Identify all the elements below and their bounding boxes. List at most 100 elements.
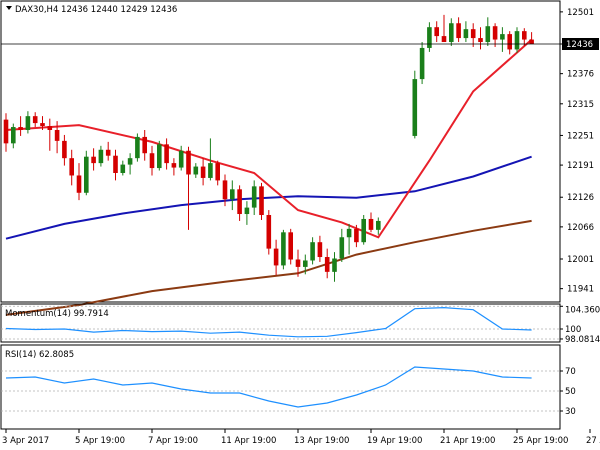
candle-body bbox=[69, 158, 74, 176]
candle bbox=[120, 160, 126, 176]
candle-body bbox=[208, 163, 213, 178]
candle bbox=[157, 140, 162, 171]
momentum-ytick-label: 104.3609 bbox=[565, 305, 600, 315]
candle bbox=[324, 248, 330, 279]
x-tick-label: 27 Apr 19:00 bbox=[586, 436, 600, 446]
candle bbox=[295, 249, 301, 277]
candle bbox=[427, 22, 432, 52]
candle bbox=[449, 18, 454, 46]
x-axis: 3 Apr 2017 5 Apr 19:00 7 Apr 19:00 11 Apr 1… bbox=[2, 429, 600, 446]
x-tick-label: 13 Apr 19:00 bbox=[294, 436, 349, 446]
candle-body bbox=[478, 38, 483, 43]
candle bbox=[485, 17, 491, 46]
candle bbox=[332, 252, 337, 282]
candle bbox=[113, 149, 118, 181]
candle-body bbox=[98, 149, 104, 164]
candle bbox=[507, 31, 512, 55]
ma-red-line bbox=[5, 38, 533, 239]
rsi-ytick-label: 50 bbox=[565, 387, 576, 397]
candle-body bbox=[332, 258, 337, 272]
main-ytick-label: 11941 bbox=[567, 285, 594, 295]
candle-body bbox=[105, 149, 111, 156]
momentum-line bbox=[5, 306, 532, 338]
candle bbox=[346, 223, 352, 255]
candle-body bbox=[171, 163, 177, 168]
candle bbox=[76, 163, 82, 201]
candle-body bbox=[54, 130, 60, 141]
candle bbox=[105, 141, 111, 161]
candle bbox=[135, 133, 140, 162]
candle-body bbox=[91, 156, 96, 164]
rsi-panel: 70 50 30 RSI(14) 62.8085 bbox=[0, 344, 576, 430]
candle-body bbox=[434, 27, 439, 37]
candle bbox=[266, 210, 272, 255]
x-tick-label: 3 Apr 2017 bbox=[2, 436, 49, 446]
candle bbox=[25, 111, 31, 134]
candle-body bbox=[470, 29, 476, 39]
momentum-ytick-label: 100 bbox=[565, 325, 581, 335]
momentum-panel-border bbox=[0, 303, 561, 343]
candle bbox=[215, 160, 220, 186]
candle-body bbox=[222, 180, 228, 200]
candle bbox=[18, 116, 23, 136]
candle-body bbox=[76, 175, 82, 193]
candle bbox=[310, 237, 315, 265]
candle-body bbox=[310, 242, 315, 261]
candle-body bbox=[120, 164, 126, 173]
candle-body bbox=[186, 150, 191, 175]
candle-body bbox=[40, 123, 45, 127]
main-ytick-label: 12501 bbox=[567, 8, 594, 18]
main-ytick-label: 12251 bbox=[567, 131, 594, 141]
candle bbox=[500, 27, 505, 52]
candle bbox=[69, 149, 74, 186]
candle-body bbox=[47, 126, 53, 130]
candle-body bbox=[244, 207, 250, 215]
candle bbox=[178, 145, 184, 171]
candle-body bbox=[3, 119, 9, 144]
candle bbox=[84, 150, 89, 196]
main-title-text: DAX30,H4 12436 12440 12429 12436 bbox=[15, 5, 177, 15]
candle-body bbox=[449, 23, 454, 43]
candle bbox=[522, 28, 527, 46]
candle bbox=[368, 212, 374, 233]
candle bbox=[456, 17, 461, 43]
candle-body bbox=[354, 228, 359, 243]
candle bbox=[478, 27, 483, 50]
main-title: DAX30,H4 12436 12440 12429 12436 bbox=[6, 5, 177, 15]
current-price-label: 12436 bbox=[566, 40, 593, 50]
x-tick-label: 7 Apr 19:00 bbox=[148, 436, 198, 446]
candle-body bbox=[273, 248, 279, 266]
dropdown-triangle-icon[interactable] bbox=[6, 6, 12, 10]
candle bbox=[47, 118, 53, 151]
momentum-ytick-label: 98.0814 bbox=[565, 335, 600, 345]
candle-body bbox=[295, 259, 301, 267]
candle bbox=[412, 70, 418, 139]
candle bbox=[470, 23, 476, 47]
candle bbox=[514, 27, 520, 53]
main-panel: 12501 12376 12315 12251 12191 12126 12066 12001… bbox=[0, 0, 599, 316]
main-ytick-label: 12066 bbox=[567, 223, 594, 233]
candle bbox=[339, 228, 345, 262]
candle-body bbox=[368, 218, 374, 230]
main-ytick-label: 12001 bbox=[567, 255, 594, 265]
candle-body bbox=[514, 31, 520, 50]
candle-body bbox=[456, 23, 461, 39]
candle bbox=[127, 153, 133, 175]
candle bbox=[142, 130, 147, 161]
main-ytick-label: 12191 bbox=[567, 161, 594, 171]
candle bbox=[288, 228, 293, 265]
candle-body bbox=[18, 127, 23, 130]
candle bbox=[91, 148, 96, 171]
candle bbox=[200, 158, 206, 186]
main-ytick-label: 12126 bbox=[567, 193, 594, 203]
candle-body bbox=[127, 158, 133, 165]
rsi-panel-border bbox=[0, 344, 561, 430]
main-panel-border bbox=[0, 0, 561, 303]
current-price-box bbox=[562, 38, 599, 50]
x-tick-label: 19 Apr 19:00 bbox=[367, 436, 422, 446]
candle-body bbox=[259, 186, 264, 216]
candle bbox=[463, 21, 469, 43]
candle-body bbox=[142, 136, 147, 154]
